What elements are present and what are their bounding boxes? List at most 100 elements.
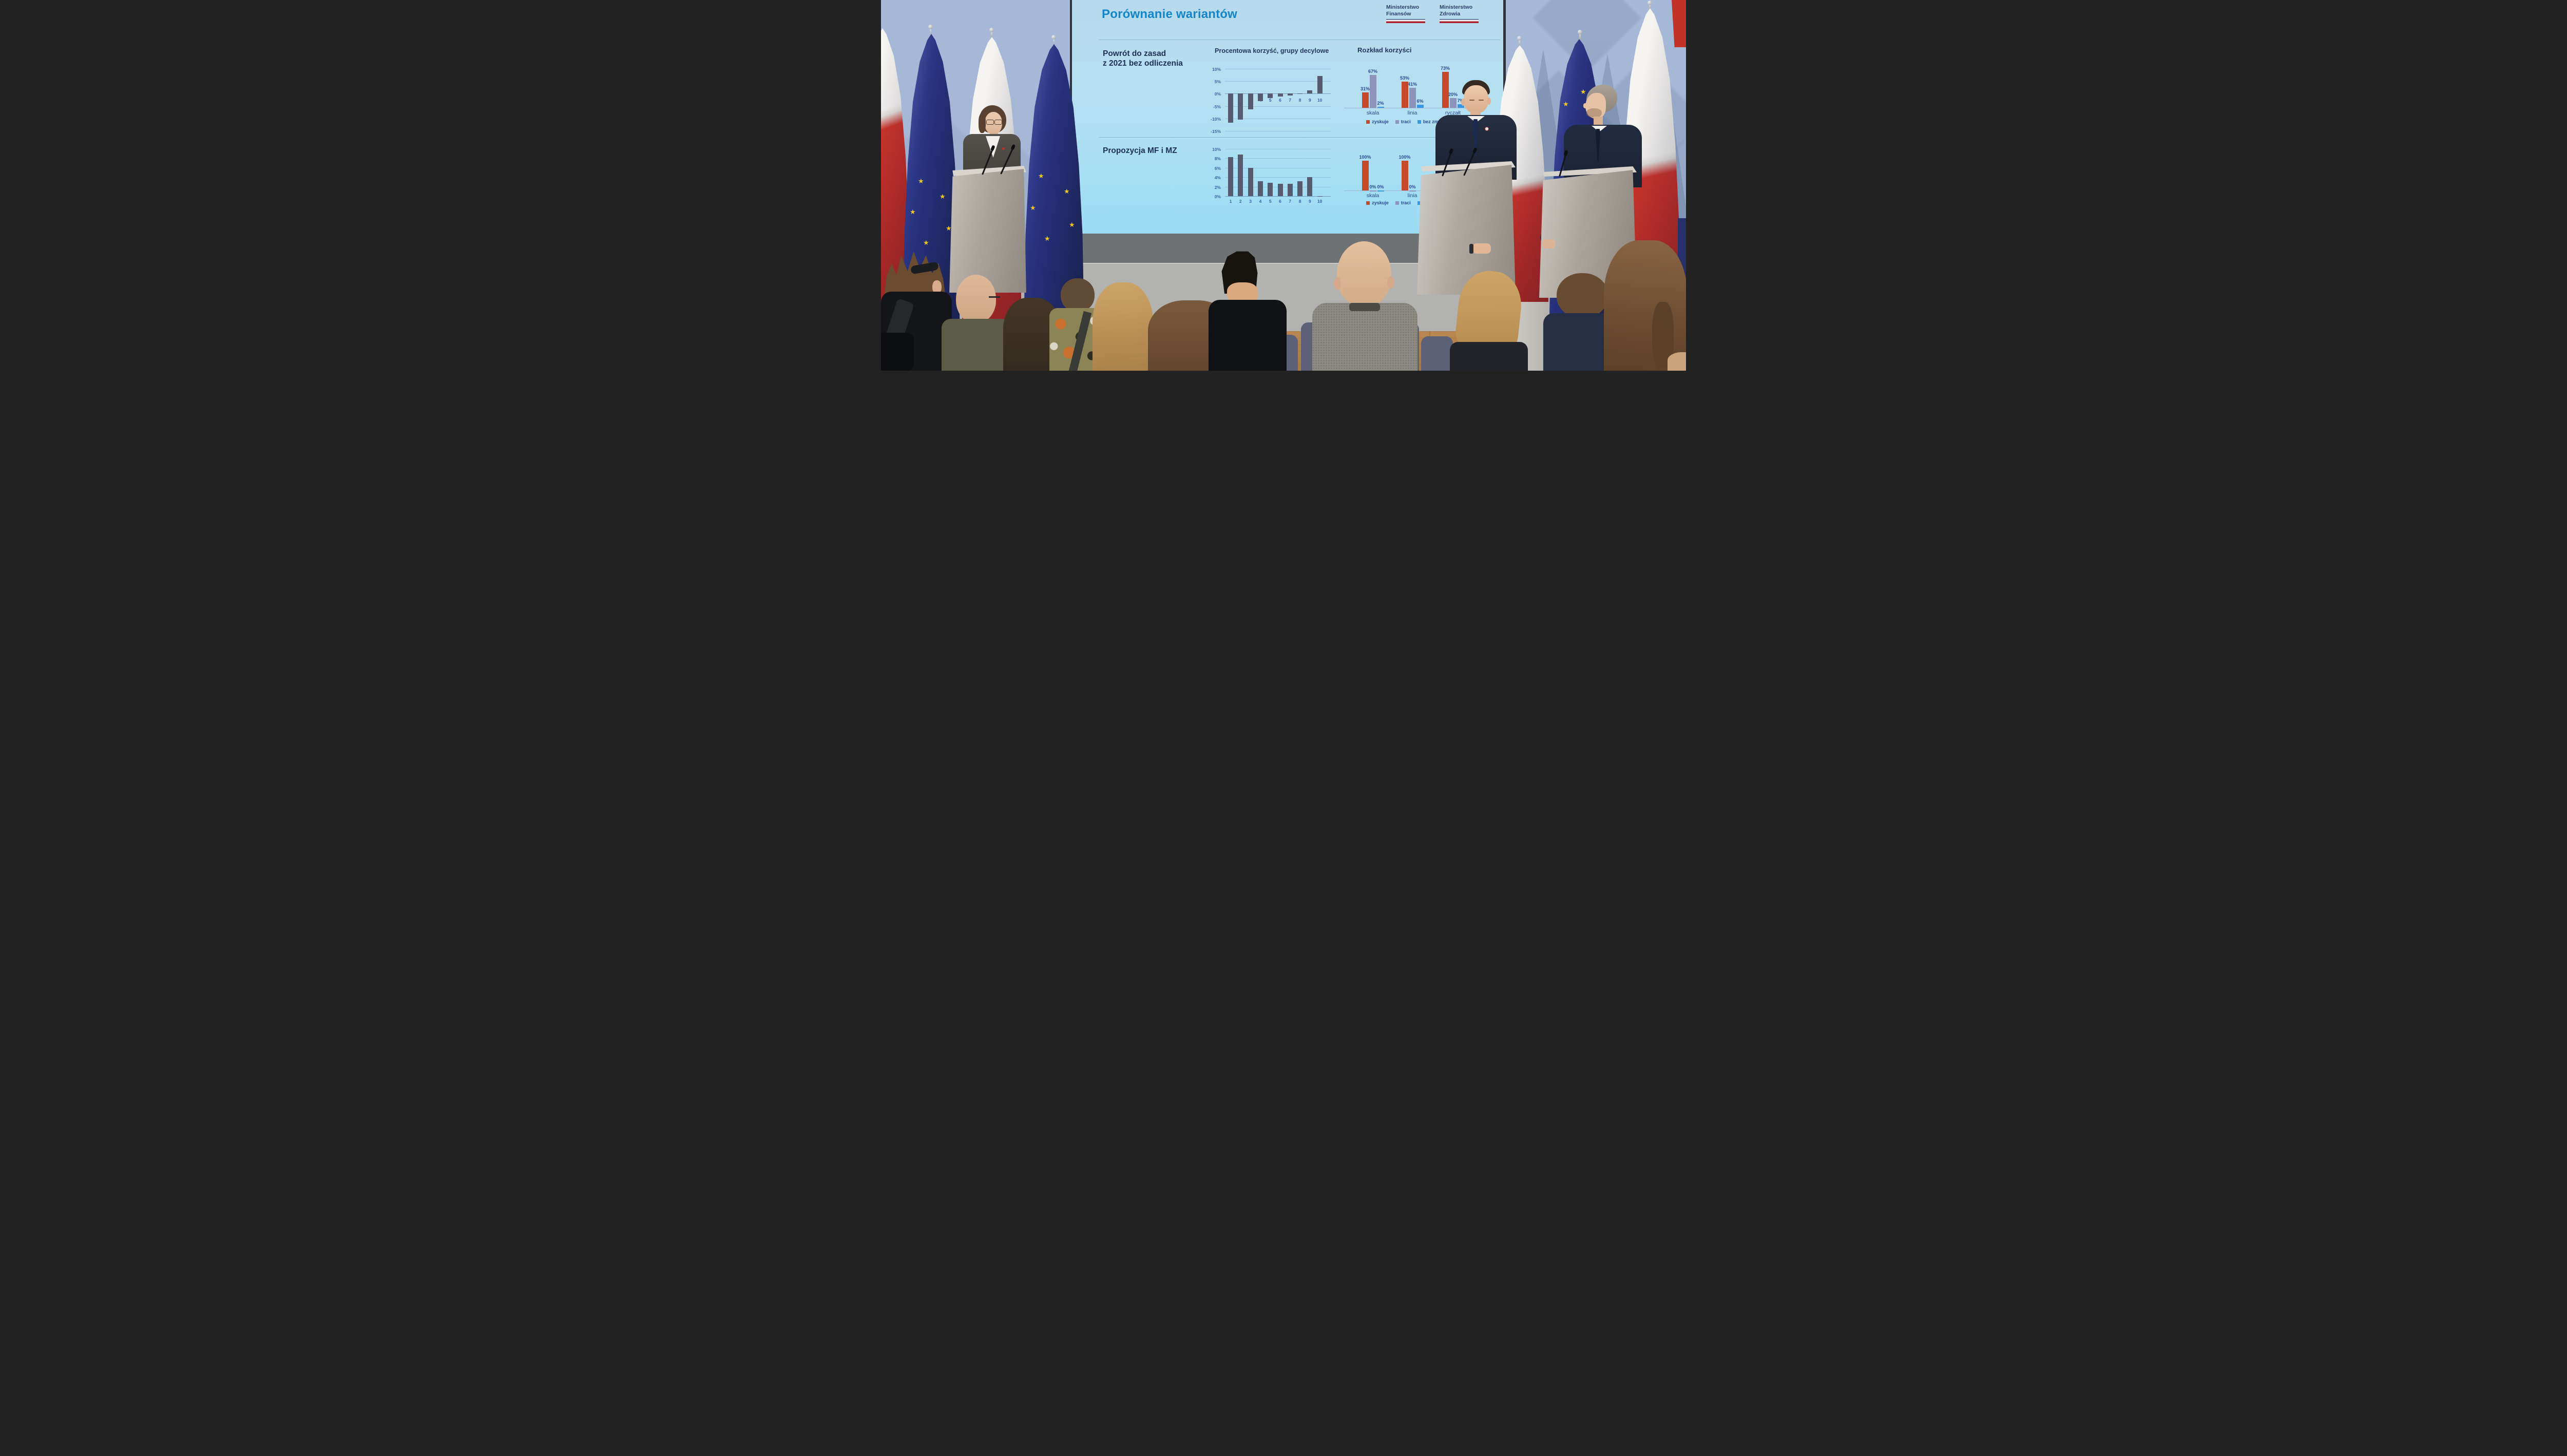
speaker-man-finance-face — [1464, 85, 1488, 113]
flag-pole — [930, 29, 931, 37]
bar — [1442, 71, 1449, 108]
value-label: 41% — [1407, 81, 1417, 87]
category-label: skala — [1366, 110, 1380, 116]
legend-label: traci — [1401, 200, 1411, 205]
glasses-icon — [986, 120, 994, 125]
audience-member-5 — [1093, 282, 1153, 371]
flag-finial — [1578, 30, 1582, 34]
value-label: 6% — [1416, 99, 1424, 104]
eu-star-icon: ★ — [1030, 204, 1036, 212]
bar — [1287, 184, 1293, 196]
axis-baseline — [1344, 190, 1467, 191]
press-conference-photo: Porównanie wariantów Ministerstwo Finans… — [881, 0, 1686, 371]
audience-7-jacket — [1209, 300, 1287, 371]
bar — [1317, 75, 1323, 94]
bar — [1377, 107, 1384, 108]
value-label: 0% — [1369, 184, 1376, 189]
y-tick-label: 6% — [1214, 165, 1221, 171]
x-tick-label: 6 — [1279, 199, 1281, 204]
audience-9-shoulders — [1450, 342, 1528, 371]
eu-star-icon: ★ — [946, 224, 952, 232]
y-tick-label: 8% — [1214, 156, 1221, 162]
audience-10-hair — [1557, 273, 1608, 318]
audience-member-12 — [1668, 352, 1686, 371]
x-tick-label: 9 — [1309, 199, 1311, 204]
value-label: 2% — [1377, 101, 1384, 106]
bar — [1401, 161, 1408, 190]
bar — [1317, 196, 1323, 197]
row-divider — [1099, 137, 1500, 138]
flag-pole — [1579, 34, 1581, 41]
variant-2-label-line1: Propozycja MF i MZ — [1103, 146, 1177, 155]
eu-star-icon: ★ — [910, 208, 916, 216]
legend-item: traci — [1395, 200, 1411, 205]
x-tick-label: 6 — [1279, 98, 1281, 103]
chart-title-rozklad: Rozkład korzyści — [1357, 46, 1412, 54]
legend-label: zyskuje — [1372, 200, 1389, 205]
eu-star-icon: ★ — [940, 193, 946, 200]
variant-1-label-line2: z 2021 bez odliczenia — [1103, 59, 1183, 68]
x-tick-label: 8 — [1298, 199, 1301, 204]
audience-8-ear — [1387, 276, 1394, 289]
bar — [1409, 190, 1416, 191]
eu-star-icon: ★ — [1069, 221, 1075, 228]
variant-2-label: Propozycja MF i MZ — [1103, 146, 1177, 156]
legend-item: bez zmian — [1417, 119, 1445, 124]
bar — [1362, 161, 1369, 190]
audience-8-tweed-jacket — [1312, 303, 1417, 371]
audience-8-bald-head — [1337, 241, 1391, 307]
glasses-icon — [989, 296, 1000, 298]
chair-back — [1421, 336, 1453, 371]
speaker-man-finance-hand — [1472, 243, 1491, 254]
bar — [1277, 184, 1283, 196]
y-tick-label: 0% — [1214, 91, 1221, 97]
speaker-man-right-tie — [1596, 129, 1600, 162]
category-label: skala — [1366, 193, 1380, 199]
flag-pole — [1519, 40, 1520, 47]
bar — [1248, 167, 1253, 196]
speaker-man-right-hand — [1542, 239, 1556, 248]
chart-rozklad-korzysci-2021: skala 31% 67% 2% linia 53% 41% 6% ryczałt 73% 20% 7… — [1344, 59, 1467, 124]
legend-label: bez zmian — [1423, 119, 1445, 124]
x-tick-label: 5 — [1269, 199, 1272, 204]
bar — [1238, 93, 1243, 120]
bar — [1248, 93, 1253, 110]
podium-left-body — [949, 169, 1026, 293]
bar — [1449, 98, 1457, 108]
value-label: 73% — [1440, 65, 1450, 71]
gridline — [1225, 177, 1331, 178]
variant-1-label-line1: Powrót do zasad — [1103, 49, 1166, 58]
flag-finial — [1051, 35, 1056, 40]
gridline — [1225, 81, 1331, 82]
speaker-woman — [963, 105, 1022, 175]
logo-line: Ministerstwo — [1440, 4, 1473, 10]
flag-finial — [989, 28, 994, 32]
audience-9-blonde-hair — [1454, 268, 1525, 352]
podium-left — [948, 166, 1028, 293]
bar — [1416, 105, 1424, 108]
bar — [1297, 93, 1303, 94]
audience-2-jacket — [942, 319, 1010, 371]
y-tick-label: -10% — [1211, 116, 1221, 122]
camera-bag — [881, 333, 914, 371]
eu-star-icon: ★ — [1563, 100, 1569, 108]
bar — [1228, 93, 1233, 123]
bar — [1409, 87, 1416, 108]
audience-8-ear — [1334, 277, 1341, 290]
audience-4-hair — [1061, 278, 1095, 312]
eu-star-icon: ★ — [1038, 172, 1044, 180]
wristwatch-icon — [1469, 244, 1473, 254]
y-tick-label: 2% — [1214, 184, 1221, 190]
logo-line: Zdrowia — [1440, 10, 1461, 17]
variant-1-label: Powrót do zasad z 2021 bez odliczenia — [1103, 49, 1183, 68]
flag-finial — [928, 25, 933, 29]
legend-item: zyskuje — [1366, 119, 1389, 124]
lapel-pin-icon — [1485, 127, 1488, 130]
x-tick-label: 5 — [1269, 98, 1272, 103]
speaker-woman-hair-side — [979, 113, 986, 133]
chart-legend: zyskuje traci bez zmian — [1344, 119, 1467, 124]
speaker-man-right-neck — [1594, 117, 1603, 125]
gridline — [1225, 196, 1331, 197]
eu-star-icon: ★ — [1064, 187, 1070, 195]
y-tick-label: 10% — [1212, 147, 1221, 152]
